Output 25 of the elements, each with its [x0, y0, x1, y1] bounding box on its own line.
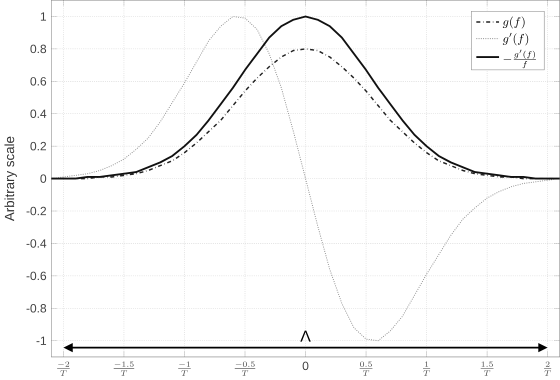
annotation: Λ [300, 330, 311, 342]
y-tick-label: 1 [40, 12, 46, 20]
y-tick-label: -0.6 [26, 272, 46, 280]
y-tick-label: 0.6 [30, 76, 46, 86]
legend-label: $g(f)$ [502, 16, 525, 28]
y-tick-label: -0.2 [26, 206, 46, 216]
y-tick-label: -0.4 [26, 239, 46, 248]
y-tick-label: -0.8 [26, 304, 46, 312]
x-tick-label: $\frac{2}{T}$ [544, 361, 552, 376]
y-tick-label: 0.4 [30, 109, 46, 118]
x-tick-label: $\frac{-1}{T}$ [178, 361, 191, 376]
x-tick-label: $\frac{1.5}{T}$ [480, 361, 494, 376]
y-tick-label: 0.2 [30, 142, 46, 150]
x-tick-label: 0 [302, 362, 308, 370]
x-tick-label: $\frac{0.5}{T}$ [360, 361, 372, 376]
x-tick-label: $\frac{-0.5}{T}$ [234, 361, 256, 376]
y-tick-label: -1 [36, 336, 46, 345]
y-tick-label: 0.8 [30, 44, 46, 54]
x-tick-label: $\frac{-1.5}{T}$ [114, 361, 134, 376]
x-tick-label: $\frac{1}{T}$ [423, 361, 430, 376]
y-axis-title: Arbitrary scale [4, 136, 17, 222]
legend-label: $-\frac{g'(f)}{f}$ [504, 50, 536, 68]
legend-label: $g'(f)$ [502, 32, 528, 46]
x-tick-label: $\frac{-2}{T}$ [57, 361, 70, 376]
y-tick-label: 0 [40, 174, 46, 183]
